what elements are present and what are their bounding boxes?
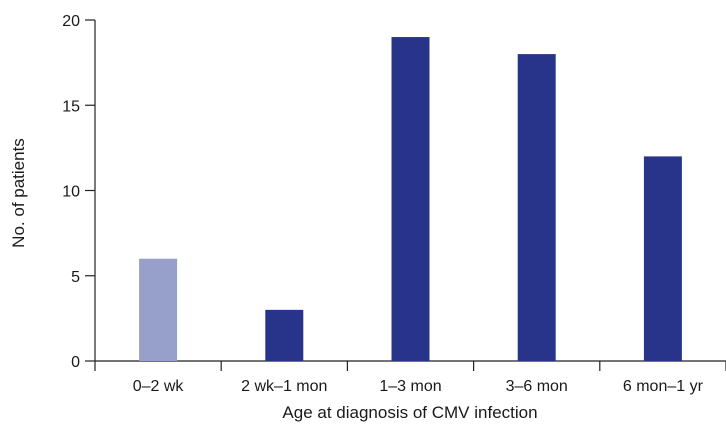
bar xyxy=(643,156,682,361)
y-tick-label: 10 xyxy=(62,184,80,201)
bar xyxy=(391,37,430,362)
x-tick-label: 2 wk–1 mon xyxy=(241,378,327,395)
y-tick-label: 20 xyxy=(62,13,80,30)
y-tick-label: 5 xyxy=(71,269,80,286)
y-axis-title: No. of patients xyxy=(9,138,28,248)
bar xyxy=(517,54,556,361)
x-tick-label: 1–3 mon xyxy=(379,378,441,395)
y-tick-label: 0 xyxy=(71,354,80,371)
y-axis: 0 5 10 15 20 xyxy=(62,13,96,371)
bars xyxy=(139,37,682,362)
bar xyxy=(139,258,178,361)
x-tick-label: 6 mon–1 yr xyxy=(623,378,704,395)
x-axis: 0–2 wk 2 wk–1 mon 1–3 mon 3–6 mon 6 mon–1 yr xyxy=(94,360,726,395)
bar xyxy=(265,309,304,361)
x-tick-label: 0–2 wk xyxy=(133,378,185,395)
y-tick-label: 15 xyxy=(62,98,80,115)
x-tick-label: 3–6 mon xyxy=(506,378,568,395)
x-axis-title: Age at diagnosis of CMV infection xyxy=(282,403,537,422)
